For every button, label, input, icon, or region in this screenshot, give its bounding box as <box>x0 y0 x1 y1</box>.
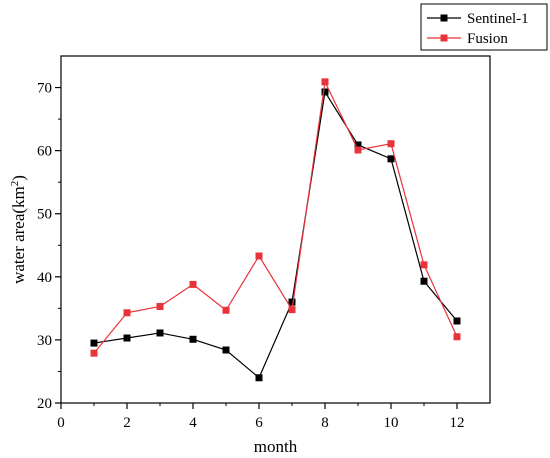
data-point-sentinel-1 <box>387 155 395 163</box>
y-axis-ticks: 20 30 40 50 60 70 <box>37 81 61 412</box>
series-layer <box>90 78 461 382</box>
y-tick-label: 40 <box>37 270 52 286</box>
data-point-fusion <box>255 252 263 260</box>
y-axis-label-close: ) <box>9 175 28 181</box>
x-tick-label: 0 <box>57 415 65 431</box>
y-tick-label: 60 <box>37 144 52 160</box>
data-point-sentinel-1 <box>222 346 230 354</box>
y-tick-label: 70 <box>37 81 52 97</box>
data-point-sentinel-1 <box>453 317 461 325</box>
data-point-fusion <box>189 280 197 288</box>
data-point-sentinel-1 <box>321 88 329 96</box>
data-point-sentinel-1 <box>156 329 164 337</box>
legend-label: Fusion <box>467 31 508 47</box>
legend-marker <box>440 34 448 42</box>
x-tick-label: 12 <box>450 415 465 431</box>
data-point-fusion <box>222 306 230 314</box>
data-point-sentinel-1 <box>189 335 197 343</box>
y-axis-label: water area(km2) <box>9 175 28 284</box>
plot-area-border <box>60 55 491 404</box>
legend: Sentinel-1 Fusion <box>420 3 548 51</box>
x-tick-label: 8 <box>321 415 329 431</box>
legend-marker <box>440 14 448 22</box>
series-line-fusion <box>93 79 458 354</box>
data-point-sentinel-1 <box>123 334 131 342</box>
x-axis-label: month <box>254 437 298 456</box>
data-point-fusion <box>156 302 164 310</box>
data-point-sentinel-1 <box>255 374 263 382</box>
series-sentinel-1 <box>90 88 461 382</box>
data-point-sentinel-1 <box>288 298 296 306</box>
y-tick-label: 50 <box>37 207 52 223</box>
x-tick-label: 2 <box>123 415 131 431</box>
y-axis-label-superscript: 2 <box>9 181 21 187</box>
legend-box <box>420 3 548 51</box>
x-tick-label: 4 <box>189 415 197 431</box>
data-point-fusion <box>123 309 131 317</box>
legend-label: Sentinel-1 <box>467 11 529 27</box>
data-point-sentinel-1 <box>354 141 362 149</box>
y-tick-label: 20 <box>37 396 52 412</box>
y-tick-label: 30 <box>37 333 52 349</box>
x-tick-label: 6 <box>255 415 263 431</box>
data-point-fusion <box>354 146 362 154</box>
y-axis-label-main: water area(km <box>9 186 28 284</box>
data-point-sentinel-1 <box>90 339 98 347</box>
plot-frame <box>60 55 491 404</box>
data-point-sentinel-1 <box>420 277 428 285</box>
series-line-sentinel-1 <box>93 90 458 379</box>
data-point-fusion <box>420 261 428 269</box>
x-axis-ticks: 0 2 4 6 8 10 12 <box>57 403 465 431</box>
legend-item-sentinel-1: Sentinel-1 <box>427 11 529 27</box>
data-point-fusion <box>288 306 296 314</box>
data-point-fusion <box>453 333 461 341</box>
data-point-fusion <box>387 140 395 148</box>
data-point-fusion <box>90 349 98 357</box>
legend-item-fusion: Fusion <box>427 31 508 47</box>
series-fusion <box>90 78 461 357</box>
x-tick-label: 10 <box>384 415 399 431</box>
data-point-fusion <box>321 78 329 86</box>
